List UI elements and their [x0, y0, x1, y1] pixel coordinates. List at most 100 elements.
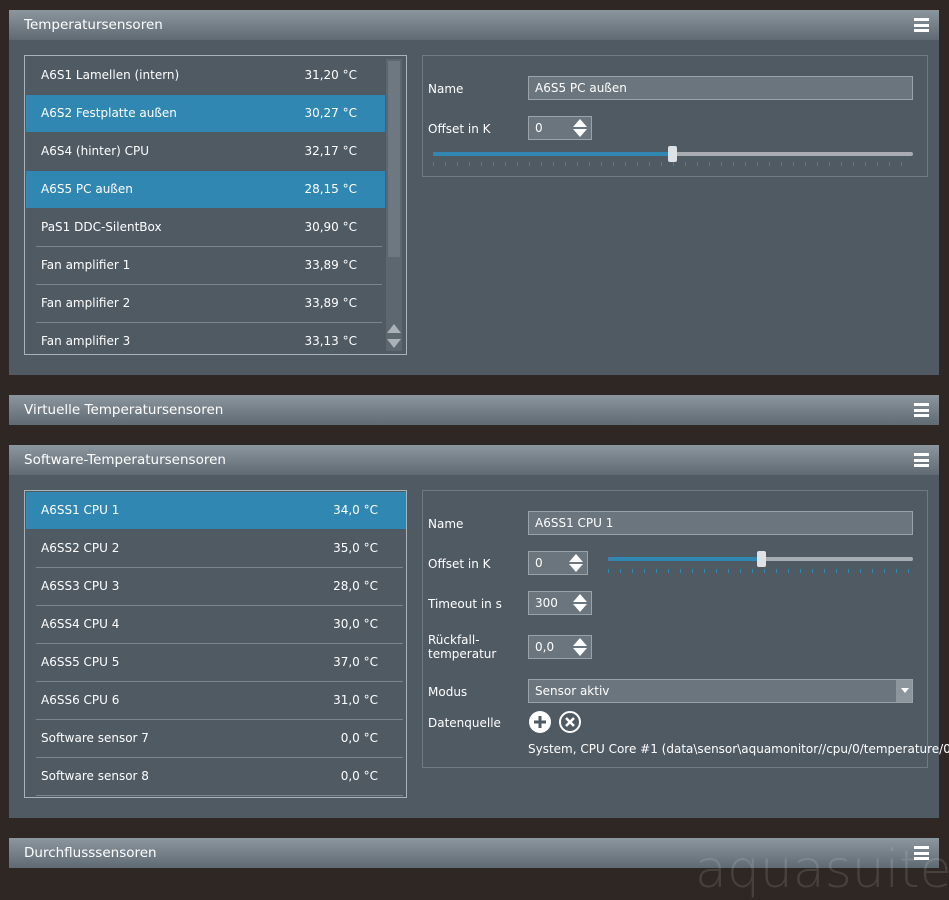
- menu-button[interactable]: [914, 453, 929, 467]
- label: Modus: [428, 685, 468, 699]
- panel-title: Temperatursensoren: [24, 17, 163, 33]
- sensor-row[interactable]: A6S1 Lamellen (intern) 31,20 °C: [26, 57, 385, 94]
- panel-header[interactable]: Virtuelle Temperatursensoren: [9, 395, 939, 425]
- label: Name: [428, 517, 464, 531]
- slider-thumb[interactable]: [668, 146, 677, 162]
- slider-fill: [433, 152, 673, 156]
- menu-button[interactable]: [914, 18, 929, 32]
- sensor-value: 30,90 °C: [304, 220, 357, 234]
- sensor-row[interactable]: Software sensor 8 0,0 °C: [26, 758, 406, 795]
- dropdown-arrow[interactable]: [896, 680, 912, 702]
- source-path: System, CPU Core #1 (data\sensor\aquamon…: [528, 742, 949, 756]
- sensor-row[interactable]: A6SS5 CPU 5 37,0 °C: [26, 644, 406, 681]
- sensor-row[interactable]: A6S2 Festplatte außen 30,27 °C: [26, 95, 385, 132]
- row-separator: [36, 567, 403, 568]
- sensor-row[interactable]: Fan amplifier 2 33,89 °C: [26, 285, 385, 322]
- label: Rückfall- temperatur: [428, 633, 497, 661]
- sensor-row[interactable]: A6SS2 CPU 2 35,0 °C: [26, 530, 406, 567]
- sensor-row[interactable]: A6S5 PC außen 28,15 °C: [26, 171, 385, 208]
- spin-up[interactable]: [573, 594, 587, 602]
- mode-dropdown[interactable]: Sensor aktiv: [528, 679, 913, 703]
- value: Sensor aktiv: [535, 684, 610, 698]
- panel-header[interactable]: Temperatursensoren: [9, 10, 939, 40]
- sensor-name: A6SS5 CPU 5: [41, 655, 120, 669]
- menu-button[interactable]: [914, 403, 929, 417]
- sensor-name: A6S5 PC außen: [41, 182, 133, 196]
- sensor-row[interactable]: A6SS4 CPU 4 30,0 °C: [26, 606, 406, 643]
- label: Datenquelle: [428, 716, 501, 730]
- offset-spinner[interactable]: 0: [528, 551, 588, 575]
- scroll-down[interactable]: [387, 339, 401, 348]
- slider-thumb[interactable]: [757, 551, 766, 567]
- menu-button[interactable]: [914, 846, 929, 860]
- panel-header[interactable]: Durchflusssensoren: [9, 838, 939, 868]
- details-box: Name A6SS1 CPU 1 Offset in K 0 Timeout i…: [422, 490, 949, 768]
- add-button[interactable]: [529, 711, 551, 733]
- sensor-value: 30,27 °C: [304, 106, 357, 120]
- timeout-spinner[interactable]: 300: [528, 591, 592, 615]
- row-separator: [36, 246, 382, 247]
- sensor-value: 34,0 °C: [333, 503, 378, 517]
- row-separator: [36, 322, 382, 323]
- sensor-name: A6SS2 CPU 2: [41, 541, 120, 555]
- sensor-name: PaS1 DDC-SilentBox: [41, 220, 162, 234]
- row-separator: [36, 719, 403, 720]
- sensor-row[interactable]: A6SS3 CPU 3 28,0 °C: [26, 568, 406, 605]
- row-separator: [36, 681, 403, 682]
- panel-body: A6SS1 CPU 1 34,0 °C A6SS2 CPU 2 35,0 °C A6SS…: [9, 475, 949, 818]
- sensor-row[interactable]: A6SS1 CPU 1 34,0 °C: [26, 492, 406, 529]
- sensor-row[interactable]: Software sensor 7 0,0 °C: [26, 720, 406, 757]
- sensor-name: Software sensor 8: [41, 769, 149, 783]
- value: 0: [535, 556, 543, 570]
- sensor-value: 31,20 °C: [304, 68, 357, 82]
- sensor-name: Fan amplifier 2: [41, 296, 131, 310]
- spin-down[interactable]: [569, 564, 583, 572]
- scroll-up[interactable]: [387, 324, 401, 333]
- slider-fill: [608, 557, 761, 561]
- label: Offset in K: [428, 122, 491, 136]
- spin-up[interactable]: [573, 119, 587, 127]
- scrollbar[interactable]: [386, 59, 402, 351]
- sensor-row[interactable]: Fan amplifier 1 33,89 °C: [26, 247, 385, 284]
- name-input[interactable]: A6SS1 CPU 1: [528, 511, 913, 535]
- sensor-row[interactable]: Fan amplifier 3 33,13 °C: [26, 323, 385, 354]
- spin-up[interactable]: [573, 638, 587, 646]
- spin-down[interactable]: [573, 604, 587, 612]
- sensor-value: 30,0 °C: [333, 617, 378, 631]
- row-separator: [36, 605, 403, 606]
- offset-spinner[interactable]: 0: [528, 116, 592, 140]
- scroll-thumb[interactable]: [388, 61, 400, 257]
- sensor-value: 31,0 °C: [333, 693, 378, 707]
- panel-body: A6S1 Lamellen (intern) 31,20 °C A6S2 Festp…: [9, 40, 939, 375]
- spin-up[interactable]: [569, 554, 583, 562]
- spin-down[interactable]: [573, 648, 587, 656]
- sensor-name: A6S2 Festplatte außen: [41, 106, 177, 120]
- sensor-row[interactable]: PaS1 DDC-SilentBox 30,90 °C: [26, 209, 385, 246]
- sensor-name: Fan amplifier 3: [41, 334, 131, 348]
- row-separator: [36, 643, 403, 644]
- sensor-value: 33,13 °C: [304, 334, 357, 348]
- name-input[interactable]: A6S5 PC außen: [528, 76, 913, 100]
- sensor-name: A6SS3 CPU 3: [41, 579, 120, 593]
- sensor-name: Software sensor 7: [41, 731, 149, 745]
- panel-header[interactable]: Software-Temperatursensoren: [9, 445, 939, 475]
- remove-button[interactable]: [559, 711, 581, 733]
- sensor-list: A6S1 Lamellen (intern) 31,20 °C A6S2 Festp…: [24, 55, 407, 355]
- sensor-name: A6SS1 CPU 1: [41, 503, 120, 517]
- fallback-spinner[interactable]: 0,0: [528, 635, 592, 659]
- label: Timeout in s: [428, 597, 502, 611]
- sensor-value: 33,89 °C: [304, 296, 357, 310]
- row-separator: [36, 757, 403, 758]
- sensor-name: A6SS6 CPU 6: [41, 693, 120, 707]
- sensor-value: 28,15 °C: [304, 182, 357, 196]
- sensor-value: 0,0 °C: [340, 769, 378, 783]
- sensor-name: A6S1 Lamellen (intern): [41, 68, 180, 82]
- spin-down[interactable]: [573, 129, 587, 137]
- sensor-name: A6S4 (hinter) CPU: [41, 144, 150, 158]
- panel-title: Software-Temperatursensoren: [24, 452, 226, 468]
- slider-ticks: [608, 569, 913, 573]
- sensor-row[interactable]: A6SS6 CPU 6 31,0 °C: [26, 682, 406, 719]
- sensor-row[interactable]: A6S4 (hinter) CPU 32,17 °C: [26, 133, 385, 170]
- panel-title: Durchflusssensoren: [24, 845, 157, 861]
